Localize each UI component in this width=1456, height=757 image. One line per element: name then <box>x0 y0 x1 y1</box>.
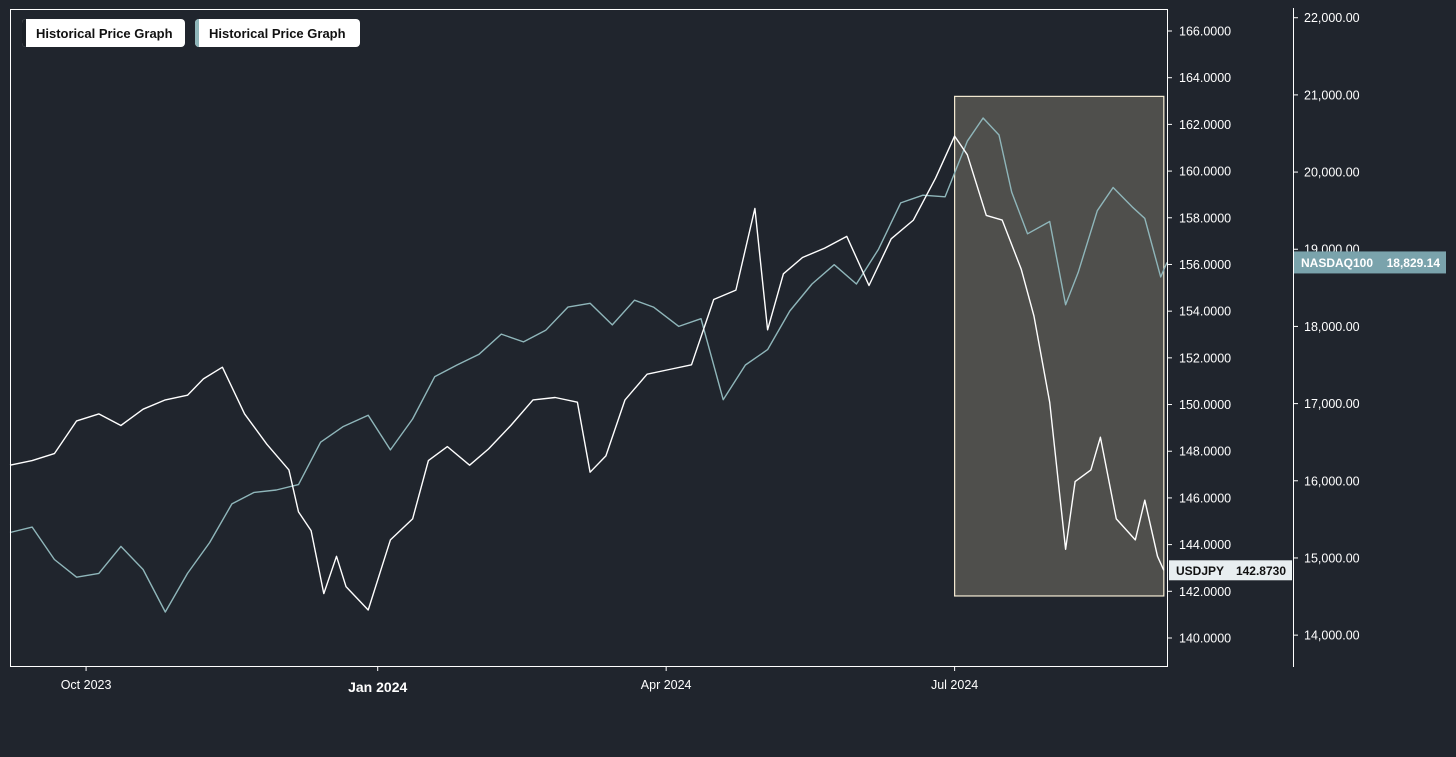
plot-frame <box>10 9 1168 667</box>
right-axis-tick-label: 22,000.00 <box>1304 11 1360 25</box>
right-axis-tick-label: 16,000.00 <box>1304 474 1360 488</box>
legend-label: Historical Price Graph <box>209 25 346 41</box>
series-layer <box>9 117 1168 613</box>
left-axis-tick-label: 152.0000 <box>1179 351 1231 365</box>
usdjpy-badge-value: 142.8730 <box>1236 564 1286 578</box>
time-axis[interactable]: Oct 2023 Jan 2024 Apr 2024 Jul 2024 <box>61 666 979 695</box>
time-axis-tick-label: Jul 2024 <box>931 678 978 692</box>
usdjpy-badge-name: USDJPY <box>1176 564 1224 578</box>
left-axis-tick-label: 140.0000 <box>1179 631 1231 645</box>
series-line-usdjpy[interactable] <box>9 135 1165 611</box>
series-line-nasdaq100[interactable] <box>9 117 1168 613</box>
legend-swatch-nasdaq100 <box>195 19 199 47</box>
left-axis-tick-label: 146.0000 <box>1179 491 1231 505</box>
left-axis-tick-label: 160.0000 <box>1179 165 1231 179</box>
left-axis-tick-label: 148.0000 <box>1179 445 1231 459</box>
left-axis-tick-label: 142.0000 <box>1179 585 1231 599</box>
right-price-axis[interactable]: 14,000.00 15,000.00 16,000.00 17,000.00 18,0… <box>1293 11 1360 643</box>
left-axis-tick-label: 158.0000 <box>1179 211 1231 225</box>
legend-label: Historical Price Graph <box>36 25 173 41</box>
right-axis-tick-label: 21,000.00 <box>1304 88 1360 102</box>
left-axis-tick-label: 156.0000 <box>1179 258 1231 272</box>
usdjpy-last-value-badge <box>1169 560 1292 581</box>
right-axis-tick-label: 15,000.00 <box>1304 551 1360 565</box>
right-axis-tick-label: 14,000.00 <box>1304 629 1360 643</box>
legend-item-nasdaq100[interactable]: Historical Price Graph <box>195 19 360 47</box>
left-axis-tick-label: 144.0000 <box>1179 538 1231 552</box>
legend-swatch-usdjpy <box>22 19 26 47</box>
last-value-badges: USDJPY 142.8730 NASDAQ100 18,829.14 <box>1169 251 1446 581</box>
time-axis-tick-label: Oct 2023 <box>61 678 112 692</box>
left-axis-tick-label: 166.0000 <box>1179 25 1231 39</box>
left-axis-tick-label: 162.0000 <box>1179 118 1231 132</box>
highlight-region-layer <box>954 95 1165 597</box>
nasdaq100-last-value-badge <box>1294 251 1446 274</box>
highlight-rectangle[interactable] <box>954 95 1165 597</box>
time-axis-tick-label: Jan 2024 <box>348 679 407 695</box>
nasdaq100-badge-name: NASDAQ100 <box>1301 256 1373 270</box>
right-axis-tick-label: 17,000.00 <box>1304 397 1360 411</box>
legend-item-usdjpy[interactable]: Historical Price Graph <box>22 19 185 47</box>
right-axis-tick-label: 20,000.00 <box>1304 166 1360 180</box>
left-axis-tick-label: 164.0000 <box>1179 71 1231 85</box>
left-price-axis[interactable]: 140.0000 142.0000 144.0000 146.0000 148.0000… <box>1167 25 1231 646</box>
time-axis-tick-label: Apr 2024 <box>641 678 692 692</box>
right-axis-tick-label: 18,000.00 <box>1304 320 1360 334</box>
nasdaq100-badge-value: 18,829.14 <box>1387 256 1441 270</box>
left-axis-tick-label: 150.0000 <box>1179 398 1231 412</box>
left-axis-tick-label: 154.0000 <box>1179 305 1231 319</box>
